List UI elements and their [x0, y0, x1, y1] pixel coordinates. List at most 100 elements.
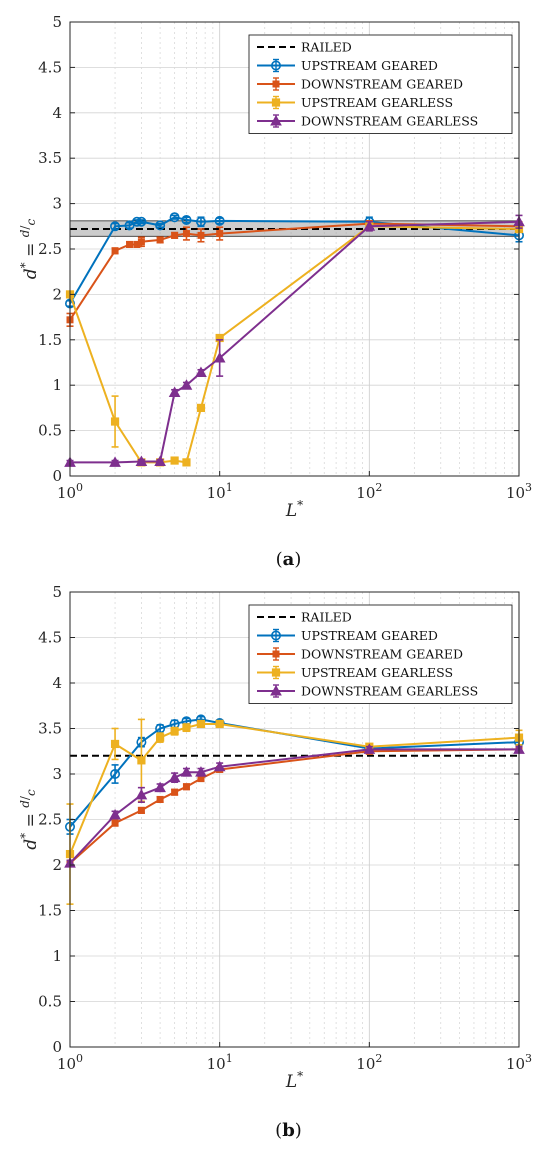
data-point — [170, 727, 179, 736]
data-point — [197, 231, 205, 239]
y-tick-label: 0 — [52, 1038, 62, 1056]
y-axis-label: d* = d/c — [18, 789, 41, 850]
y-tick-label: 2.5 — [38, 811, 62, 829]
y-tick-label: 4.5 — [38, 629, 62, 647]
data-point — [215, 719, 224, 729]
legend-item-railed: RAILED — [257, 40, 352, 55]
data-point — [171, 231, 179, 239]
legend-item-railed: RAILED — [257, 610, 352, 625]
y-tick-label: 1 — [52, 376, 62, 394]
legend-item-upstream-gearless: UPSTREAM GEARLESS — [257, 95, 453, 110]
data-point — [154, 781, 166, 793]
series-downstream-geared — [66, 220, 523, 327]
x-tick-label: 102 — [356, 1052, 382, 1073]
legend-label: DOWNSTREAM GEARLESS — [301, 684, 478, 699]
x-tick-label: 100 — [57, 1052, 83, 1073]
legend: RAILED UPSTREAM GEARED DOWNSTREAM GEARED UP… — [248, 34, 513, 134]
data-point — [135, 455, 148, 466]
data-point — [156, 795, 164, 803]
y-axis-label: d* = d/c — [18, 219, 41, 280]
data-point — [110, 739, 120, 749]
data-point — [182, 723, 191, 732]
data-point — [111, 819, 119, 827]
y-tick-label: 5 — [52, 583, 62, 601]
legend-item-upstream-geared: UPSTREAM GEARED — [257, 58, 438, 73]
data-point — [110, 417, 120, 426]
series-line — [69, 723, 520, 855]
legend-marker — [270, 114, 282, 126]
data-point — [214, 215, 225, 226]
legend-label: DOWNSTREAM GEARLESS — [301, 114, 478, 129]
data-point — [137, 756, 146, 765]
legend-marker — [272, 80, 280, 88]
y-tick-label: 3 — [52, 765, 62, 783]
data-point — [182, 783, 190, 791]
legend-label: RAILED — [301, 40, 352, 55]
legend-label: UPSTREAM GEARED — [301, 628, 438, 643]
x-tick-label: 101 — [207, 1052, 233, 1073]
legend-item-upstream-gearless: UPSTREAM GEARLESS — [257, 665, 453, 680]
y-tick-label: 3.5 — [38, 149, 62, 167]
data-point — [111, 247, 119, 255]
series-line — [69, 748, 520, 864]
data-point — [109, 456, 121, 467]
y-tick-label: 3.5 — [38, 720, 62, 738]
data-point — [363, 220, 376, 231]
data-point — [213, 351, 226, 363]
y-tick-label: 2 — [52, 285, 62, 303]
x-tick-label: 101 — [207, 481, 233, 502]
data-point — [216, 230, 224, 238]
y-tick-label: 1 — [52, 947, 62, 965]
data-point — [170, 456, 179, 465]
legend-item-upstream-geared: UPSTREAM GEARED — [257, 628, 438, 643]
y-tick-label: 1.5 — [38, 331, 62, 349]
data-point — [126, 240, 134, 248]
y-tick-label: 4 — [52, 104, 62, 122]
data-point — [195, 216, 206, 227]
data-point — [363, 743, 376, 754]
data-point — [182, 230, 190, 238]
legend: RAILED UPSTREAM GEARED DOWNSTREAM GEARED UP… — [248, 604, 513, 704]
legend-label: DOWNSTREAM GEARED — [301, 647, 463, 662]
legend-marker — [271, 668, 281, 677]
data-point — [168, 771, 181, 783]
legend-item-downstream-geared: DOWNSTREAM GEARED — [257, 77, 463, 92]
data-point — [181, 214, 192, 225]
y-tick-label: 2.5 — [38, 240, 62, 258]
y-tick-label: 3 — [52, 195, 62, 213]
legend-item-downstream-gearless: DOWNSTREAM GEARLESS — [257, 684, 478, 699]
y-tick-label: 5 — [52, 13, 62, 31]
data-point — [137, 806, 145, 814]
data-point — [156, 733, 165, 742]
legend-marker — [270, 684, 282, 696]
data-point — [156, 236, 164, 244]
y-tick-label: 0 — [52, 467, 62, 485]
legend-item-downstream-geared: DOWNSTREAM GEARED — [257, 647, 463, 662]
legend-item-downstream-gearless: DOWNSTREAM GEARLESS — [257, 114, 478, 129]
data-point — [168, 386, 181, 397]
panel-caption: (b) — [275, 1120, 302, 1141]
series-line — [69, 216, 520, 305]
y-tick-label: 4.5 — [38, 58, 62, 76]
data-point — [180, 379, 193, 390]
data-point — [169, 212, 180, 223]
data-point — [154, 455, 166, 466]
data-point — [135, 788, 148, 800]
series-line — [69, 748, 519, 864]
data-point — [155, 220, 166, 231]
y-tick-label: 4 — [52, 674, 62, 692]
data-point — [110, 768, 121, 779]
data-point — [171, 788, 179, 796]
legend-marker — [270, 60, 281, 71]
data-point — [136, 216, 147, 227]
legend-marker — [270, 630, 281, 641]
data-point — [195, 366, 207, 377]
legend-label: DOWNSTREAM GEARED — [301, 77, 463, 92]
y-tick-label: 2 — [52, 856, 62, 874]
series-line — [69, 225, 520, 464]
y-tick-label: 0.5 — [38, 422, 62, 440]
data-point — [196, 719, 206, 729]
legend-marker — [271, 98, 281, 107]
data-point — [182, 458, 191, 467]
